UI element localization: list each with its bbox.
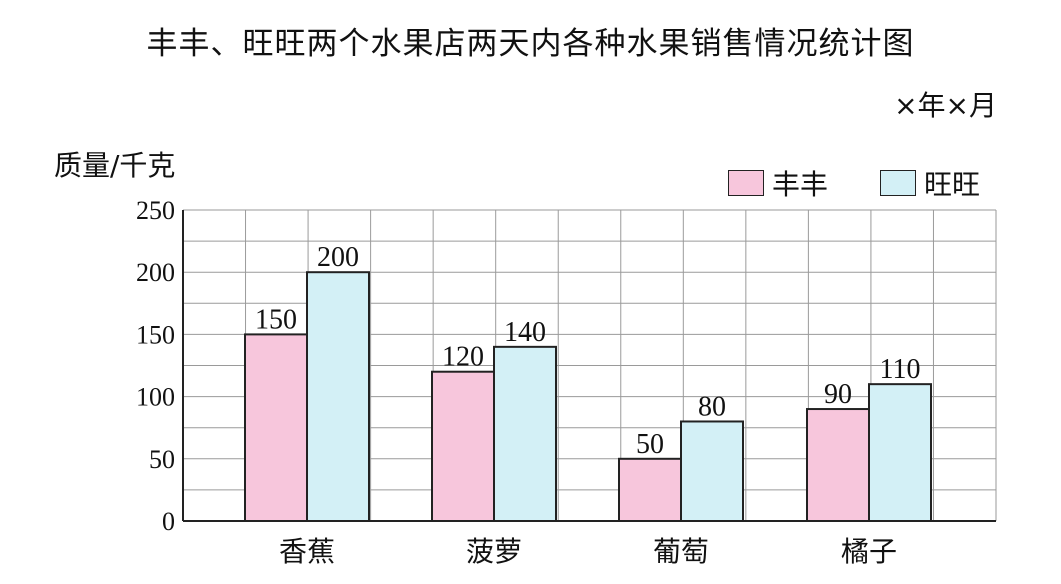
bar-series-2 <box>680 420 744 523</box>
y-tick-label: 50 <box>149 445 175 474</box>
legend-swatch-series-1 <box>728 170 764 196</box>
date-note: ×年×月 <box>894 89 997 122</box>
data-label-series-2: 110 <box>880 354 921 385</box>
data-label-series-2: 140 <box>504 317 546 348</box>
y-tick-label: 250 <box>136 196 175 225</box>
data-label-series-2: 200 <box>317 242 359 273</box>
chart-title: 丰丰、旺旺两个水果店两天内各种水果销售情况统计图 <box>146 26 915 62</box>
data-label-series-1: 120 <box>442 342 484 373</box>
y-tick-label: 200 <box>136 258 175 287</box>
x-tick-label: 香蕉 <box>279 535 335 568</box>
legend-swatch-series-2 <box>880 170 916 196</box>
bar-series-1 <box>806 408 870 523</box>
bar-series-2 <box>306 271 370 523</box>
legend-label-series-2: 旺旺 <box>924 168 981 201</box>
y-tick-label: 0 <box>162 507 175 536</box>
y-tick-label: 100 <box>136 383 175 412</box>
bar-series-1 <box>618 457 682 522</box>
bar-series-1 <box>244 333 308 522</box>
x-tick-label: 葡萄 <box>653 535 709 568</box>
legend-item-series-1: 丰丰 <box>728 163 828 203</box>
x-tick-label: 橘子 <box>841 535 897 568</box>
data-label-series-1: 90 <box>824 379 852 410</box>
legend-label-series-1: 丰丰 <box>772 168 829 201</box>
y-axis-label: 质量/千克 <box>54 149 176 182</box>
data-label-series-1: 50 <box>636 429 664 460</box>
bar-series-2 <box>868 383 932 522</box>
y-tick-label: 150 <box>136 320 175 349</box>
data-label-series-1: 150 <box>255 304 297 335</box>
legend-item-series-2: 旺旺 <box>880 163 980 203</box>
bar-series-2 <box>493 345 557 522</box>
data-label-series-2: 80 <box>698 391 726 422</box>
bar-series-1 <box>431 370 495 522</box>
x-tick-label: 菠萝 <box>466 535 522 568</box>
